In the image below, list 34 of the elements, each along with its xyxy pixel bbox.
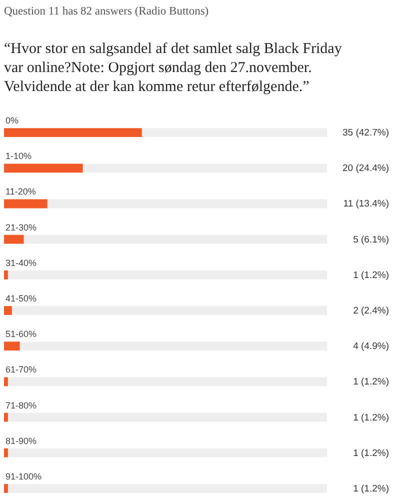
- data-label: 20 (24.4%): [342, 163, 389, 174]
- y-tick-label: 11-20%: [6, 186, 36, 197]
- bar: [4, 377, 8, 386]
- bar: [4, 270, 8, 280]
- chart-title: Question 11 has 82 answers (Radio Buttons): [4, 6, 209, 18]
- bar: [4, 164, 83, 173]
- y-tick-label: 31-40%: [6, 258, 37, 268]
- bar: [4, 342, 20, 351]
- data-label: 1 (1.2%): [353, 448, 389, 459]
- bar: [4, 234, 24, 244]
- y-tick-label: 91-100%: [6, 471, 42, 482]
- y-tick-label: 81-90%: [6, 436, 37, 446]
- data-label: 1 (1.2%): [353, 412, 389, 424]
- data-label: 1 (1.2%): [353, 483, 389, 494]
- y-tick-label: 51-60%: [6, 329, 37, 340]
- data-label: 5 (6.1%): [353, 234, 389, 246]
- y-tick-label: 71-80%: [6, 400, 37, 410]
- y-tick-label: 61-70%: [6, 364, 37, 375]
- y-tick-label: 1-10%: [6, 151, 32, 162]
- y-tick-label: 21-30%: [6, 222, 37, 232]
- y-tick-label: 41-50%: [6, 294, 37, 304]
- y-tick-label: 0%: [6, 116, 19, 126]
- bar: [4, 484, 8, 493]
- bar: [4, 199, 48, 208]
- data-label: 2 (2.4%): [353, 306, 389, 316]
- bar: [4, 306, 12, 315]
- data-label: 11 (13.4%): [343, 198, 389, 210]
- data-label: 4 (4.9%): [353, 341, 389, 352]
- data-label: 1 (1.2%): [353, 376, 389, 388]
- data-label: 1 (1.2%): [353, 270, 389, 281]
- bar: [4, 448, 8, 458]
- data-label: 35 (42.7%): [342, 128, 389, 139]
- bar: [4, 412, 8, 422]
- chart-subtitle: “Hvor stor en salgsandel af det samlet salg Black Friday var online?Note: Opgjort søndag den 27.november. Velvidende at der kan komme retur efterfølgende.”: [4, 41, 342, 96]
